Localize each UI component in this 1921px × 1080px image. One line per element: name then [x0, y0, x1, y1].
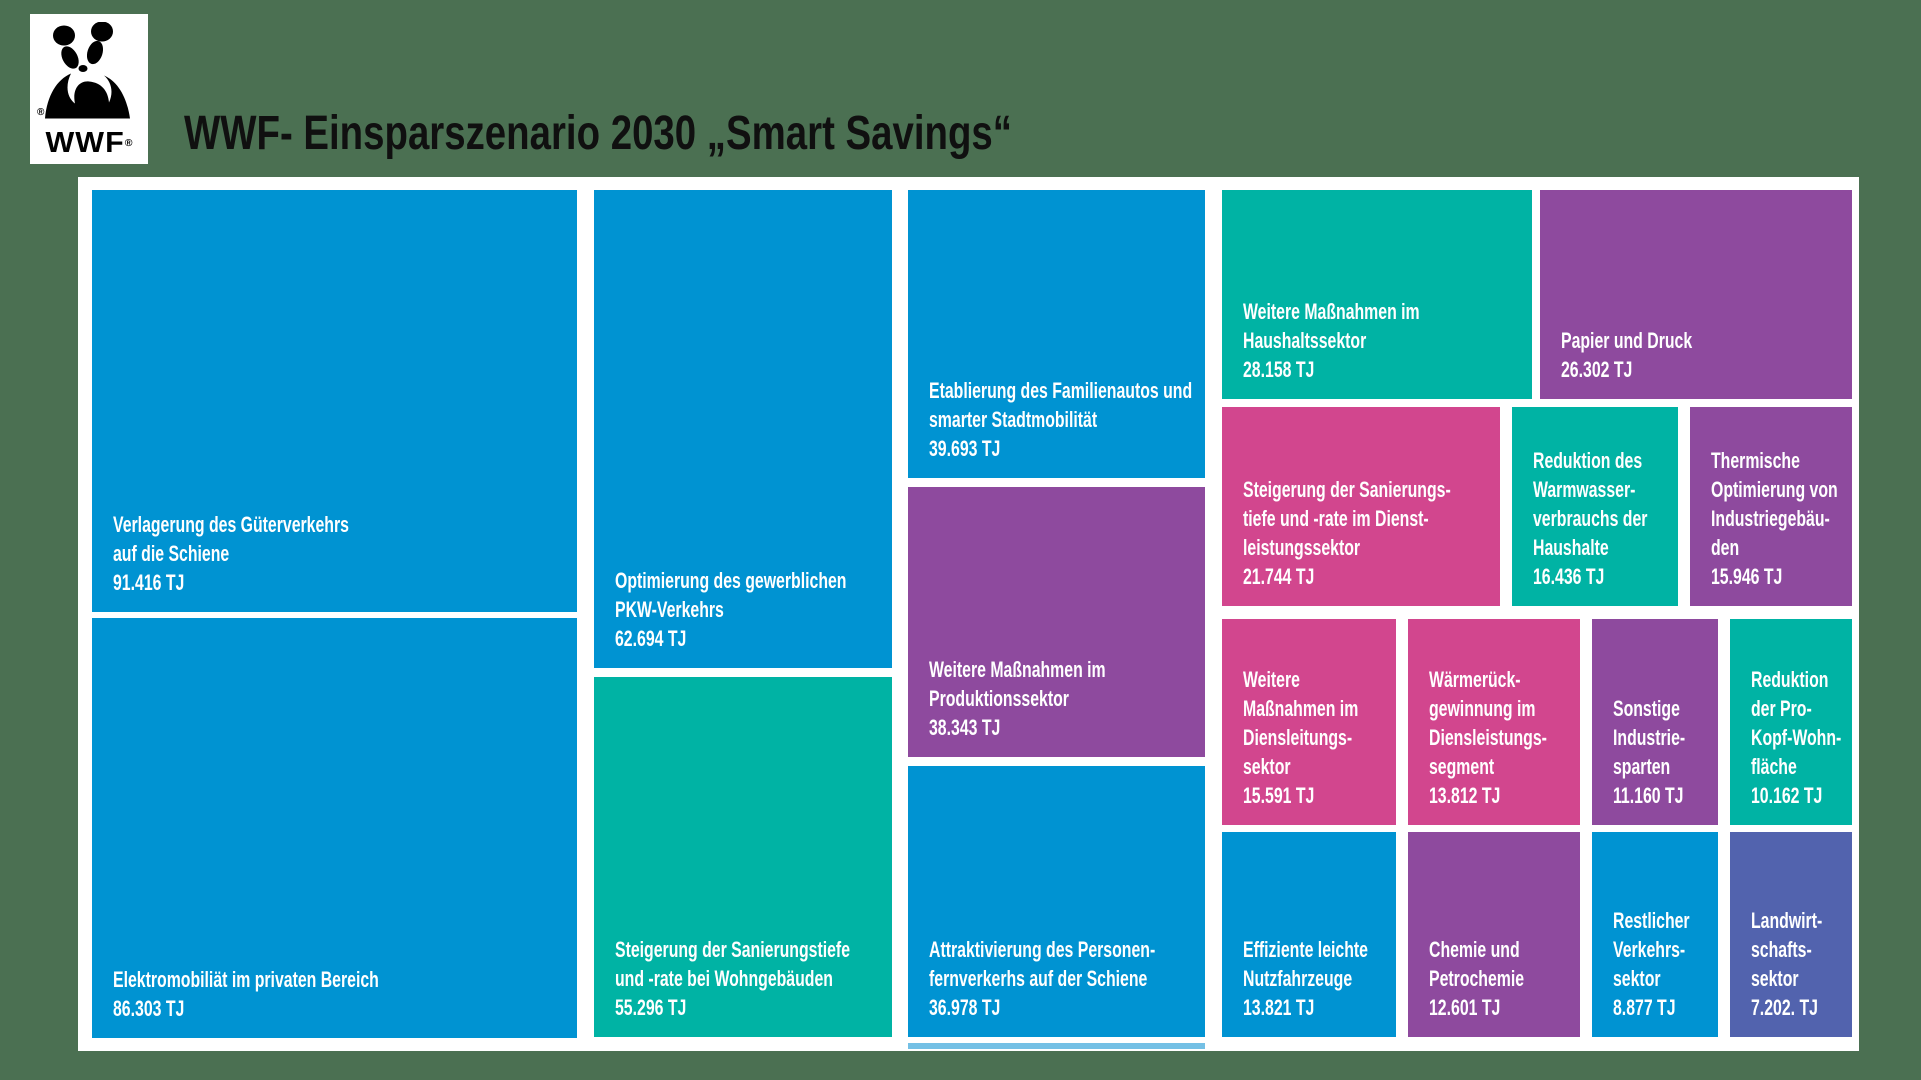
registered-mark: ® — [124, 138, 133, 149]
cell-label: Reduktion des Warmwasser- verbrauchs der… — [1533, 446, 1696, 591]
cell-label: Steigerung der Sanierungstiefe und -rate… — [615, 935, 907, 1022]
cell-massnahmen-dienstleistungssektor: Weitere Maßnahmen im Diensleitungs- sekt… — [1222, 619, 1396, 825]
registered-mark: ® — [37, 107, 45, 118]
cell-label: Sonstige Industrie- sparten 11.160 TJ — [1613, 694, 1736, 810]
cell-value: 36.978 TJ — [929, 995, 1001, 1020]
cell-papier-und-druck: Papier und Druck 26.302 TJ — [1540, 190, 1852, 399]
cell-value: 62.694 TJ — [615, 626, 687, 651]
cell-value: 8.877 TJ — [1613, 995, 1676, 1020]
page-title: WWF- Einsparszenario 2030 „Smart Savings… — [184, 107, 1012, 161]
cell-label: Wärmerück- gewinnung im Diensleistungs- … — [1429, 665, 1597, 810]
cell-value: 10.162 TJ — [1751, 783, 1823, 808]
cell-label: Reduktion der Pro- Kopf-Wohn- fläche 10.1… — [1751, 665, 1870, 810]
cell-personenfernverkehr-schiene: Attraktivierung des Personen- fernverker… — [908, 766, 1205, 1037]
cell-value: 15.591 TJ — [1243, 783, 1315, 808]
cell-label: Restlicher Verkehrs- sektor 8.877 TJ — [1613, 906, 1736, 1022]
cell-verlagerung-gueterverkehr: Verlagerung des Güterverkehrs auf die Sc… — [92, 190, 577, 612]
cell-value: 11.160 TJ — [1613, 783, 1684, 808]
cell-value: 91.416 TJ — [113, 570, 185, 595]
cell-label: Attraktivierung des Personen- fernverker… — [929, 935, 1220, 1022]
cell-effiziente-nutzfahrzeuge: Effiziente leichte Nutzfahrzeuge 13.821 T… — [1222, 832, 1396, 1037]
cell-label: Papier und Druck 26.302 TJ — [1561, 326, 1867, 384]
cell-sonstige-industriesparten: Sonstige Industrie- sparten 11.160 TJ — [1592, 619, 1718, 825]
cell-value: 28.158 TJ — [1243, 357, 1315, 382]
cell-landwirtschaftssektor: Landwirt- schafts- sektor 7.202. TJ — [1730, 832, 1852, 1037]
cell-sanierung-wohngebaeude: Steigerung der Sanierungstiefe und -rate… — [594, 677, 892, 1037]
cell-label: Optimierung des gewerblichen PKW-Verkehr… — [615, 566, 907, 653]
cell-familienauto-stadtmobilitaet: Etablierung des Familienautos und smarte… — [908, 190, 1205, 478]
cell-value: 55.296 TJ — [615, 995, 687, 1020]
cell-label: Weitere Maßnahmen im Produktionssektor 38… — [929, 655, 1220, 742]
wwf-logo: ® WWF® — [30, 14, 148, 164]
wwf-wordmark: WWF® — [45, 127, 133, 159]
cell-label: Weitere Maßnahmen im Haushaltssektor 28.1… — [1243, 297, 1547, 384]
cell-elektromobilitaet-privat: Elektromobiliät im privaten Bereich 86.30… — [92, 618, 577, 1038]
cell-massnahmen-produktionssektor: Weitere Maßnahmen im Produktionssektor 38… — [908, 487, 1205, 757]
cell-warmwasserverbrauch-haushalte: Reduktion des Warmwasser- verbrauchs der… — [1512, 407, 1678, 606]
cell-label: Steigerung der Sanierungs- tiefe und -ra… — [1243, 475, 1515, 591]
cell-label: Elektromobiliät im privaten Bereich 86.30… — [113, 965, 588, 1023]
cell-chemie-petrochemie: Chemie und Petrochemie 12.601 TJ — [1408, 832, 1580, 1037]
cell-optimierung-pkw-verkehr: Optimierung des gewerblichen PKW-Verkehr… — [594, 190, 892, 668]
cell-waermerueckgewinnung: Wärmerück- gewinnung im Diensleistungs- … — [1408, 619, 1580, 825]
cell-thermische-optimierung-industriegebaeude: Thermische Optimierung von Industriegebä… — [1690, 407, 1852, 606]
cell-label: Thermische Optimierung von Industriegebä… — [1711, 446, 1870, 591]
cell-pro-kopf-wohnflaeche: Reduktion der Pro- Kopf-Wohn- fläche 10.1… — [1730, 619, 1852, 825]
wwf-panda-icon — [39, 21, 139, 120]
cell-value: 7.202. TJ — [1751, 995, 1818, 1020]
cell-label: Weitere Maßnahmen im Diensleitungs- sekt… — [1243, 665, 1413, 810]
cell-value: 15.946 TJ — [1711, 564, 1783, 589]
cell-value: 26.302 TJ — [1561, 357, 1633, 382]
cell-label: Etablierung des Familienautos und smarte… — [929, 376, 1220, 463]
cell-value: 13.821 TJ — [1243, 995, 1315, 1020]
cell-value: 39.693 TJ — [929, 436, 1001, 461]
cell-value: 13.812 TJ — [1429, 783, 1501, 808]
cell-label: Effiziente leichte Nutzfahrzeuge 13.821 T… — [1243, 935, 1413, 1022]
cell-label: Verlagerung des Güterverkehrs auf die Sc… — [113, 510, 588, 597]
cell-value: 12.601 TJ — [1429, 995, 1501, 1020]
treemap-overflow-sliver — [908, 1043, 1205, 1049]
cell-sanierung-dienstleistungssektor: Steigerung der Sanierungs- tiefe und -ra… — [1222, 407, 1500, 606]
cell-label: Landwirt- schafts- sektor 7.202. TJ — [1751, 906, 1870, 1022]
cell-value: 21.744 TJ — [1243, 564, 1315, 589]
cell-massnahmen-haushaltssektor: Weitere Maßnahmen im Haushaltssektor 28.1… — [1222, 190, 1532, 399]
cell-restlicher-verkehrssektor: Restlicher Verkehrs- sektor 8.877 TJ — [1592, 832, 1718, 1037]
cell-value: 16.436 TJ — [1533, 564, 1605, 589]
cell-label: Chemie und Petrochemie 12.601 TJ — [1429, 935, 1597, 1022]
cell-value: 86.303 TJ — [113, 996, 185, 1021]
treemap-panel: Verlagerung des Güterverkehrs auf die Sc… — [78, 177, 1859, 1051]
cell-value: 38.343 TJ — [929, 715, 1001, 740]
